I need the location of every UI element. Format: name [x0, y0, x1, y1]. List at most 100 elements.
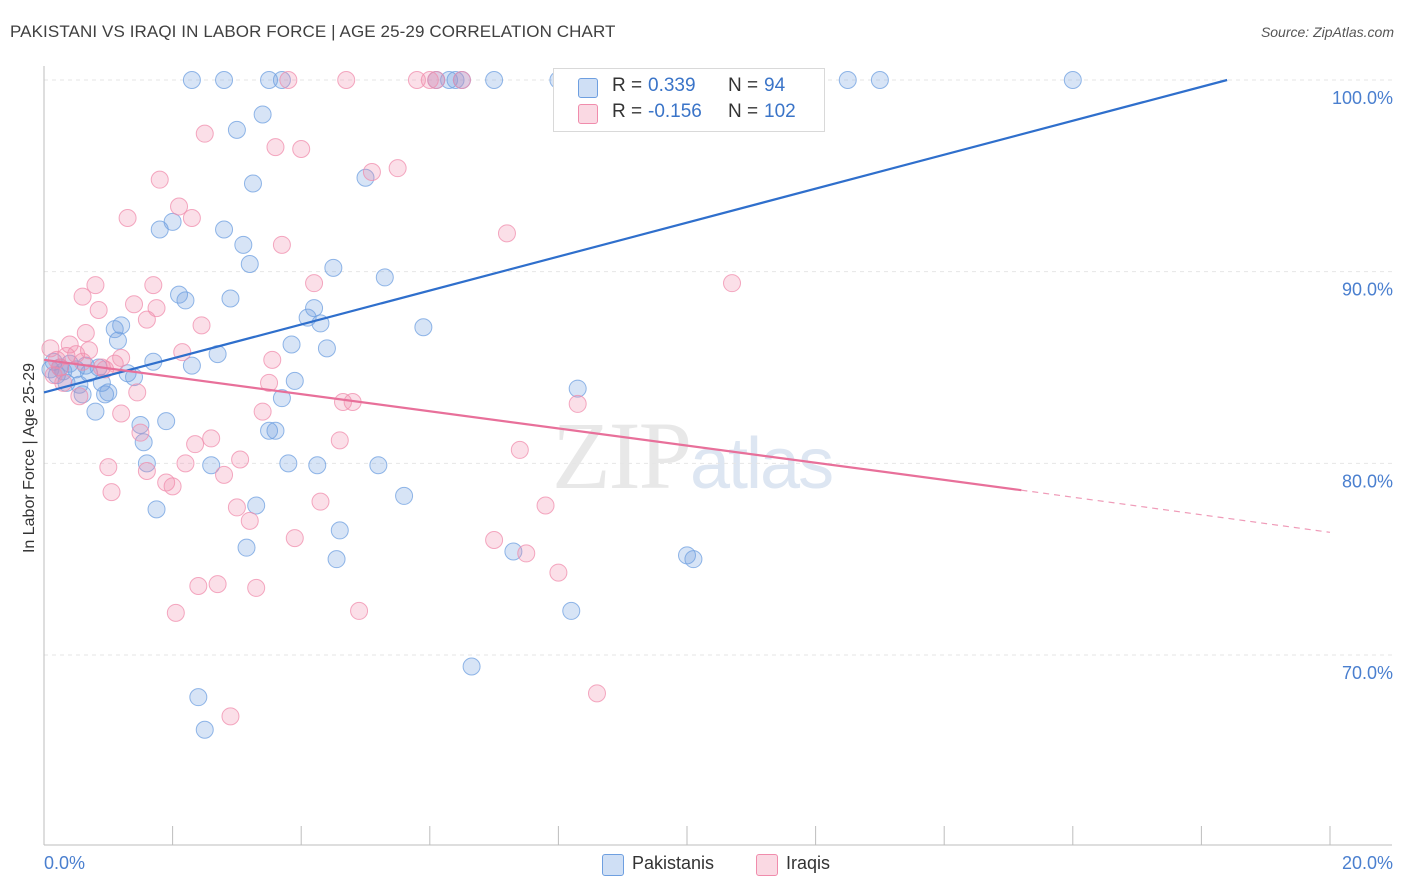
data-point [838, 71, 857, 89]
data-point [549, 563, 568, 582]
data-point [282, 335, 301, 354]
data-point [112, 404, 131, 423]
data-point [163, 212, 182, 231]
data-point [89, 301, 108, 319]
data-point [60, 335, 79, 354]
data-point [237, 538, 256, 557]
y-tick-label: 100.0% [1332, 88, 1393, 108]
data-point [189, 577, 208, 595]
data-point [182, 71, 201, 89]
data-point [202, 429, 221, 448]
iraqis-swatch [578, 104, 598, 124]
legend-label: Pakistanis [632, 853, 715, 873]
data-point [266, 421, 285, 440]
data-point [118, 209, 137, 227]
data-point [395, 486, 414, 505]
y-tick-label: 70.0% [1342, 663, 1393, 683]
y-tick-label: 80.0% [1342, 471, 1393, 491]
data-point [186, 435, 205, 454]
data-point [272, 235, 291, 254]
axis-labels: 70.0% 80.0% 90.0% 100.0% 0.0% 20.0% In Labor F… [21, 88, 1393, 873]
data-point [870, 71, 889, 89]
data-point [266, 138, 285, 157]
pakistanis-swatch [578, 78, 598, 98]
trend-line-extension [1021, 489, 1331, 533]
axes [43, 66, 1392, 846]
source-credit: Source: ZipAtlas.com [1260, 24, 1394, 40]
data-point [285, 371, 304, 390]
data-point [137, 462, 156, 480]
data-point [684, 550, 703, 569]
grid-lines [44, 79, 1392, 656]
legend: Pakistanis Iraqis [0, 852, 1406, 878]
data-point [260, 71, 279, 89]
data-point [195, 124, 214, 143]
data-point [536, 496, 555, 515]
x-tick-label: 0.0% [44, 853, 85, 873]
data-point [170, 197, 189, 216]
data-point [128, 383, 147, 402]
data-point [227, 498, 246, 517]
data-point [285, 529, 304, 548]
watermark: ZIPatlas [552, 400, 834, 511]
data-point [80, 341, 99, 360]
data-point [407, 71, 426, 89]
data-point [440, 71, 459, 89]
y-tick-label: 90.0% [1342, 280, 1393, 300]
data-point [150, 170, 169, 189]
data-point [305, 299, 324, 318]
n-value: 94 [764, 75, 786, 96]
data-point [176, 454, 195, 473]
data-point [227, 120, 246, 139]
data-point [41, 339, 60, 358]
data-point [723, 274, 742, 293]
stats-box: R = 0.339 N = 94 R = -0.156 N = 102 [553, 68, 825, 132]
data-point [131, 416, 150, 434]
data-point [292, 140, 311, 158]
r-value: 0.339 [648, 75, 696, 96]
data-point [125, 295, 144, 314]
data-point [147, 500, 166, 519]
data-point [375, 268, 394, 287]
data-point [388, 159, 407, 178]
data-point [510, 440, 529, 459]
data-point [562, 601, 581, 620]
data-point [311, 492, 330, 511]
data-point [112, 348, 131, 367]
n-label: N = [728, 75, 759, 96]
pakistanis-swatch [602, 854, 624, 876]
data-point [462, 657, 481, 676]
iraqis-points [41, 71, 742, 726]
data-point [324, 258, 343, 277]
data-point [112, 316, 131, 335]
data-point [497, 224, 516, 243]
legend-label: Iraqis [786, 853, 831, 873]
data-point [260, 421, 279, 440]
n-value: 102 [764, 101, 796, 122]
data-point [253, 105, 272, 124]
data-point [452, 71, 471, 89]
data-point [260, 373, 279, 392]
data-point [96, 385, 115, 404]
data-point [182, 356, 201, 375]
data-point [253, 402, 272, 421]
data-point [182, 209, 201, 227]
data-point [215, 71, 234, 89]
data-point [147, 299, 166, 318]
data-point [221, 289, 240, 308]
data-point [308, 456, 327, 475]
data-point [231, 450, 250, 469]
data-point [362, 163, 381, 181]
data-point [234, 235, 253, 254]
data-point [73, 385, 92, 404]
r-label: R = [612, 101, 643, 122]
r-value: -0.156 [648, 101, 702, 122]
data-point [157, 412, 176, 431]
data-point [189, 688, 208, 707]
data-point [1063, 71, 1082, 89]
data-point [263, 350, 282, 369]
data-point [420, 71, 439, 89]
data-point [70, 387, 89, 406]
data-point [279, 454, 298, 473]
